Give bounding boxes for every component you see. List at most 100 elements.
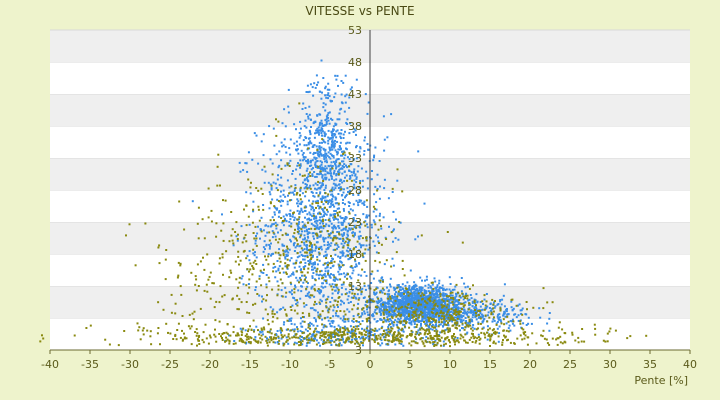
point-olive — [424, 339, 427, 342]
point-blue — [349, 335, 352, 338]
point-olive — [245, 257, 248, 260]
point-olive — [246, 336, 249, 339]
point-blue — [282, 189, 285, 192]
point-blue — [305, 276, 307, 279]
point-blue — [310, 168, 313, 171]
point-blue — [376, 304, 379, 307]
point-olive — [386, 318, 389, 321]
point-blue — [365, 214, 368, 217]
point-olive — [275, 118, 277, 121]
point-blue — [311, 265, 313, 268]
point-blue — [345, 147, 347, 150]
point-blue — [307, 115, 310, 118]
point-blue — [330, 161, 333, 164]
point-olive — [329, 317, 332, 320]
point-olive — [493, 331, 495, 334]
point-olive — [331, 288, 334, 291]
point-blue — [414, 315, 416, 318]
point-olive — [189, 327, 192, 330]
point-blue — [297, 225, 300, 228]
point-blue — [304, 225, 307, 228]
point-blue — [401, 307, 404, 310]
point-olive — [371, 270, 374, 273]
point-olive — [494, 342, 497, 345]
point-olive — [447, 295, 450, 298]
point-blue — [295, 168, 298, 171]
point-blue — [342, 315, 345, 318]
point-blue — [444, 299, 447, 302]
point-blue — [341, 217, 344, 219]
point-blue — [338, 112, 341, 115]
point-olive — [337, 296, 340, 299]
point-blue — [424, 305, 427, 308]
point-olive — [280, 334, 283, 337]
point-blue — [430, 316, 433, 319]
point-olive — [271, 173, 274, 176]
point-blue — [406, 303, 408, 306]
point-blue — [339, 108, 342, 111]
point-blue — [306, 285, 309, 288]
point-blue — [317, 314, 320, 317]
point-olive — [318, 317, 321, 320]
point-olive — [489, 338, 492, 341]
point-blue — [255, 325, 258, 328]
point-blue — [325, 213, 328, 216]
point-olive — [363, 338, 366, 341]
point-blue — [361, 327, 363, 330]
point-blue — [445, 288, 448, 291]
point-olive — [277, 120, 280, 123]
point-blue — [419, 298, 421, 301]
point-blue — [340, 344, 343, 347]
point-blue — [331, 193, 334, 196]
point-blue — [405, 291, 408, 294]
point-olive — [433, 319, 435, 322]
point-blue — [370, 226, 373, 229]
point-olive — [286, 319, 289, 322]
point-blue — [318, 124, 321, 127]
point-blue — [439, 331, 442, 334]
point-blue — [430, 309, 433, 312]
point-olive — [262, 298, 265, 301]
point-blue — [425, 335, 428, 338]
point-blue — [327, 97, 329, 100]
point-blue — [307, 260, 310, 262]
point-blue — [329, 244, 332, 247]
point-blue — [332, 154, 335, 157]
point-olive — [260, 328, 263, 331]
point-blue — [280, 337, 283, 340]
point-blue — [373, 311, 376, 314]
point-blue — [295, 342, 298, 345]
point-blue — [252, 210, 255, 213]
point-olive — [156, 332, 159, 335]
point-blue — [420, 323, 422, 325]
point-blue — [340, 229, 343, 232]
point-blue — [341, 235, 344, 238]
point-blue — [333, 96, 336, 99]
point-olive — [167, 331, 169, 334]
point-blue — [293, 341, 296, 344]
point-blue — [337, 158, 340, 160]
point-blue — [436, 285, 439, 288]
point-olive — [235, 334, 237, 337]
point-olive — [540, 334, 543, 337]
point-blue — [281, 243, 284, 246]
point-blue — [311, 245, 313, 248]
point-blue — [293, 323, 296, 326]
point-blue — [330, 199, 332, 202]
point-blue — [462, 298, 465, 301]
point-olive — [447, 308, 450, 311]
point-blue — [326, 244, 329, 246]
point-blue — [417, 313, 420, 316]
point-blue — [318, 246, 321, 249]
point-blue — [439, 301, 442, 304]
point-blue — [340, 299, 342, 302]
point-olive — [308, 314, 311, 317]
point-blue — [408, 317, 411, 320]
point-olive — [350, 341, 353, 344]
point-blue — [362, 335, 365, 338]
point-olive — [243, 236, 246, 239]
point-blue — [431, 306, 433, 309]
point-olive — [399, 339, 402, 342]
point-blue — [325, 118, 328, 121]
point-blue — [343, 242, 346, 245]
